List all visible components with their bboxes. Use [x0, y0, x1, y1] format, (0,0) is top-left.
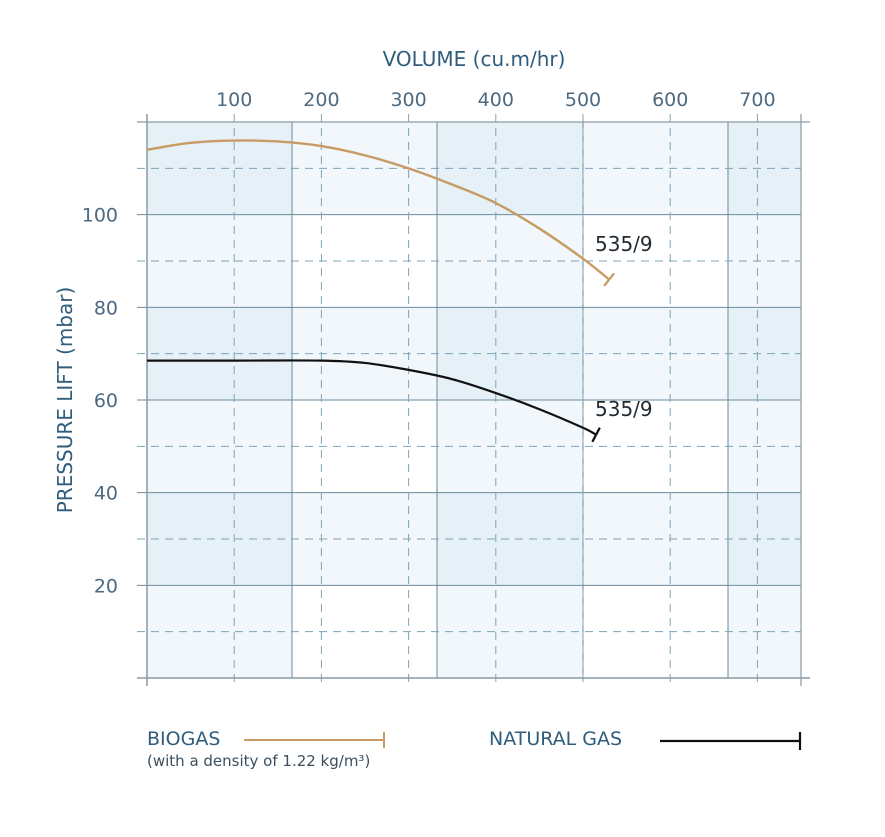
band-cell [728, 122, 801, 215]
natural-gas-curve [146, 359, 597, 436]
band-cell [728, 585, 801, 678]
grid-lines [137, 114, 801, 684]
x-tick-label: 300 [390, 89, 426, 111]
biogas-endcap [603, 272, 616, 287]
legend-natural-gas-label: NATURAL GAS [489, 728, 623, 750]
band-cell [728, 493, 801, 585]
data-series: 535/9 535/9 [146, 139, 653, 443]
y-tick-label: 60 [94, 390, 118, 412]
x-tick-label: 100 [216, 89, 252, 111]
x-tick-label: 700 [739, 89, 775, 111]
x-tick-label: 200 [303, 89, 339, 111]
x-tick-label: 600 [652, 89, 688, 111]
biogas-end-label: 535/9 [595, 232, 653, 256]
legend-biogas-label: BIOGAS [147, 728, 221, 750]
band-cell [728, 400, 801, 493]
y-tick-label: 80 [94, 297, 118, 319]
x-axis-title: VOLUME (cu.m/hr) [383, 47, 566, 71]
axes [137, 114, 810, 686]
y-tick-label: 20 [94, 575, 118, 597]
legend-biogas: BIOGAS (with a density of 1.22 kg/m³) [147, 728, 370, 770]
y-tick-label: 40 [94, 483, 118, 505]
legend-natural-gas: NATURAL GAS [489, 728, 622, 750]
band-cell [728, 215, 801, 308]
x-tick-labels: 100 200 300 400 500 600 700 [216, 89, 775, 111]
x-tick-label: 500 [565, 89, 601, 111]
band-cell [728, 308, 801, 400]
y-axis-title: PRESSURE LIFT (mbar) [53, 287, 77, 514]
x-tick-label: 400 [478, 89, 514, 111]
biogas-curve [146, 139, 610, 281]
y-tick-labels: 20 40 60 80 100 [82, 205, 118, 598]
y-tick-label: 100 [82, 205, 118, 227]
natural-gas-endcap [591, 427, 601, 443]
legend-biogas-note: (with a density of 1.22 kg/m³) [147, 752, 371, 770]
natural-gas-end-label: 535/9 [595, 397, 653, 421]
